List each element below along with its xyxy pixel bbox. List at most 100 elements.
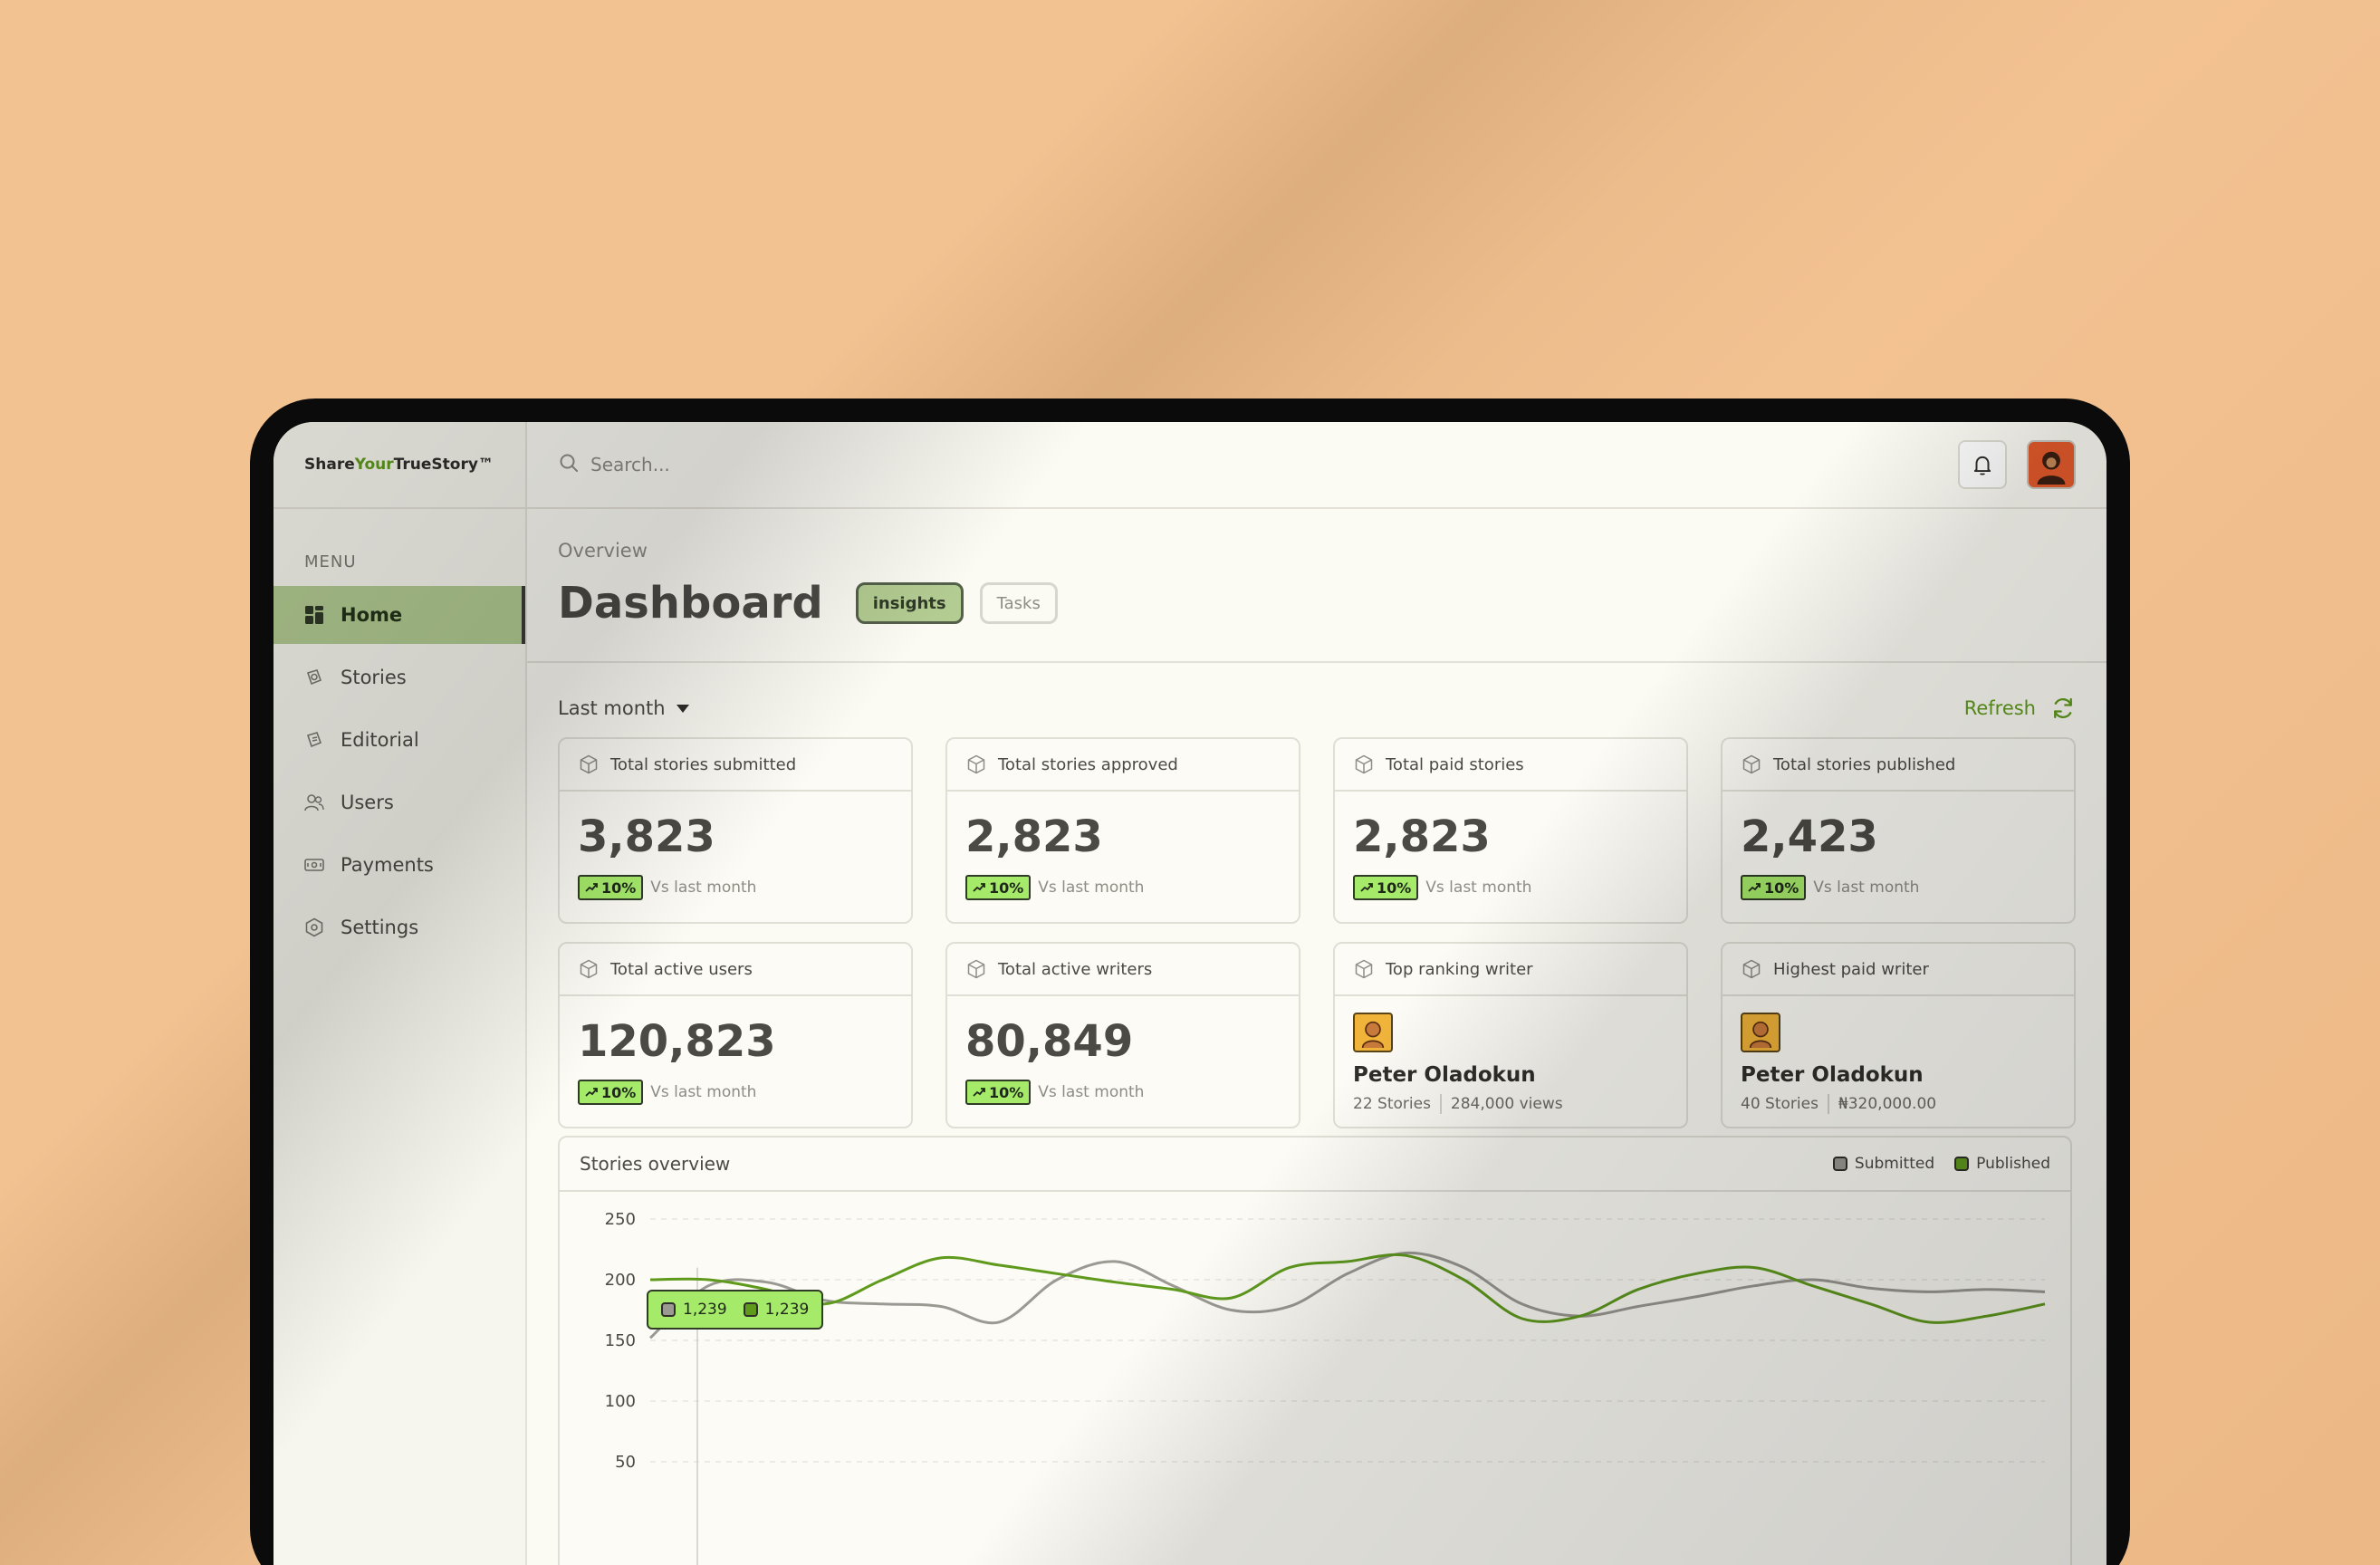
compare-label: Vs last month [650,1083,757,1101]
sidebar-item-editorial[interactable]: Editorial [274,711,525,769]
compare-label: Vs last month [1038,1083,1145,1101]
cube-icon [967,754,985,774]
writer-stories: 22 Stories [1353,1095,1431,1113]
avatar[interactable] [2027,440,2076,489]
page-title: Dashboard [558,578,823,629]
stat-card-paid-stories[interactable]: Total paid stories 2,823 10% Vs last mont… [1333,737,1688,924]
compare-label: Vs last month [650,879,757,897]
trend-up-icon [973,1088,985,1097]
cube-icon [580,754,598,774]
page-header: Overview Dashboard insights Tasks [527,509,2106,663]
trend-badge: 10% [965,1080,1032,1105]
stories-overview-chart: Stories overview Submitted Published 250… [558,1136,2072,1565]
sidebar-item-label: Editorial [341,729,419,751]
chart-legend: Submitted Published [1832,1155,2050,1173]
menu-title: MENU [304,552,357,571]
period-dropdown[interactable]: Last month [558,697,689,719]
search-bar [558,452,1958,477]
writer-name: Peter Oladokun [1741,1063,1924,1087]
sidebar-item-stories[interactable]: Stories [274,648,525,706]
sidebar-item-label: Users [341,792,394,813]
cube-icon [1355,959,1373,979]
cube-icon [967,959,985,979]
tooltip-swatch-submitted [661,1302,676,1317]
stat-card-active-writers[interactable]: Total active writers 80,849 10% Vs last m… [945,942,1300,1128]
compare-label: Vs last month [1813,879,1920,897]
sidebar-item-label: Home [341,604,403,626]
tooltip-published-value: 1,239 [764,1301,810,1319]
sidebar-item-label: Settings [341,917,419,938]
stat-value: 120,823 [578,1016,776,1067]
writer-stories: 40 Stories [1741,1095,1819,1113]
users-icon [304,792,324,812]
stat-card-stories-approved[interactable]: Total stories approved 2,823 10% Vs last … [945,737,1300,924]
divider [1439,1094,1442,1114]
payments-icon [304,855,324,875]
compare-label: Vs last month [1425,879,1532,897]
writer-avatar-icon [1361,1021,1385,1048]
trend-up-icon [973,883,985,892]
search-icon [558,452,580,477]
caret-down-icon [676,704,689,713]
legend-published[interactable]: Published [1954,1155,2050,1173]
series-line-submitted[interactable] [648,1251,2046,1339]
y-tick-label: 50 [615,1453,636,1472]
writer-name: Peter Oladokun [1353,1063,1536,1087]
top-bar [527,422,2106,509]
trend-up-icon [585,883,598,892]
stat-card-active-users[interactable]: Total active users 120,823 10% Vs last mo… [558,942,913,1128]
main-content: Overview Dashboard insights Tasks Last m… [527,509,2106,1565]
chart-tooltip: 1,239 1,239 [647,1290,824,1330]
tooltip-submitted-value: 1,239 [683,1301,727,1319]
sidebar-item-payments[interactable]: Payments [274,836,525,894]
stat-value: 2,823 [965,811,1103,862]
stat-label: Total stories published [1773,754,1956,774]
stat-label: Total paid stories [1386,754,1524,774]
top-ranking-writer-card[interactable]: Top ranking writer Peter Oladokun 22 Sto… [1333,942,1688,1128]
trend-badge: 10% [965,875,1032,900]
sidebar-item-users[interactable]: Users [274,773,525,831]
stat-label: Top ranking writer [1386,959,1533,979]
trend-badge: 10% [578,1080,644,1105]
user-avatar-icon [2037,451,2066,485]
trend-up-icon [1360,883,1373,892]
stories-icon [304,667,324,687]
highest-paid-writer-card[interactable]: Highest paid writer Peter Oladokun 40 St… [1721,942,2076,1128]
legend-swatch [1832,1157,1847,1171]
search-input[interactable] [590,454,1043,475]
breadcrumb: Overview [558,540,648,562]
tab-tasks[interactable]: Tasks [979,582,1058,624]
trend-up-icon [585,1088,598,1097]
refresh-button[interactable]: Refresh [1964,696,2076,721]
brand-logo[interactable]: Share Your TrueStory™ [274,422,525,509]
trend-badge: 10% [578,875,644,900]
cube-icon [1742,754,1761,774]
editorial-icon [304,730,324,750]
settings-icon [304,917,324,937]
sidebar-item-home[interactable]: Home [274,586,525,644]
stats-grid: Total stories submitted 3,823 10% Vs last… [527,721,2106,1128]
grid-icon [304,605,324,625]
tooltip-swatch-published [743,1302,758,1317]
sidebar: Share Your TrueStory™ MENU Home Stories Ed… [274,422,527,1565]
line-chart: 250 200 150 100 50 [605,1210,2046,1565]
legend-submitted[interactable]: Submitted [1832,1155,1934,1173]
writer-earnings: ₦320,000.00 [1838,1095,1937,1113]
stat-label: Total active users [610,959,753,979]
trend-up-icon [1748,883,1761,892]
sidebar-item-settings[interactable]: Settings [274,898,525,956]
y-tick-label: 250 [605,1210,636,1229]
stat-card-stories-submitted[interactable]: Total stories submitted 3,823 10% Vs last… [558,737,913,924]
refresh-label: Refresh [1963,697,2036,719]
tab-insights[interactable]: insights [855,582,964,624]
chart-title: Stories overview [580,1153,731,1175]
y-tick-label: 100 [605,1392,636,1411]
stat-card-stories-published[interactable]: Total stories published 2,423 10% Vs last… [1721,737,2076,924]
writer-avatar [1353,1013,1393,1052]
stat-value: 3,823 [578,811,715,862]
refresh-icon [2054,697,2072,719]
series-line-published[interactable] [649,1253,2046,1324]
compare-label: Vs last month [1038,879,1145,897]
cube-icon [580,959,598,979]
notification-button[interactable] [1958,440,2007,489]
